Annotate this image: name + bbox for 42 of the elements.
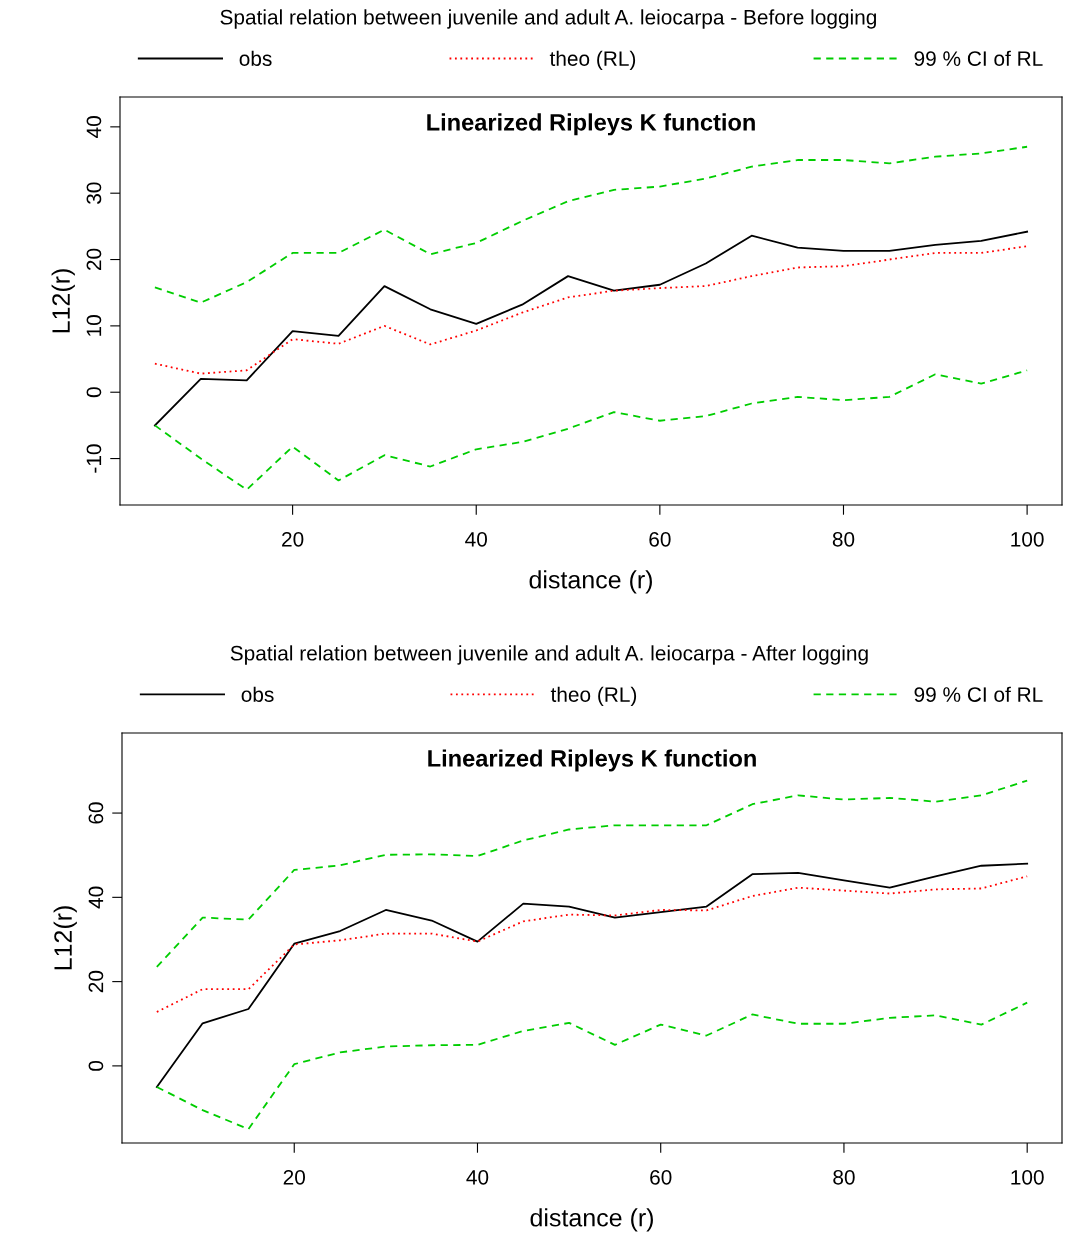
x-tick-label: 80 <box>832 531 855 547</box>
x-tick-label: 100 <box>1011 1169 1044 1185</box>
line-series <box>155 862 1029 1088</box>
y-tick-label: 20 <box>86 248 102 271</box>
x-axis-title: distance (r) <box>529 570 652 594</box>
y-tick-label: 40 <box>86 116 102 138</box>
x-tick-label: 60 <box>650 1169 672 1185</box>
line-series <box>153 230 1029 427</box>
chart-title: Spatial relation between juvenile and adult A. leiocarpa - After logging <box>230 645 868 665</box>
x-tick-label: 60 <box>649 531 671 547</box>
x-tick-label: 20 <box>282 531 304 547</box>
y-tick-label: 30 <box>86 182 102 204</box>
chart-title: Spatial relation between juvenile and adult A. leiocarpa - Before logging <box>220 9 877 29</box>
y-tick-label: 10 <box>86 315 102 336</box>
x-tick-label: 80 <box>833 1169 855 1185</box>
line-series <box>155 1001 1029 1130</box>
y-tick-label: 60 <box>88 802 104 824</box>
y-tick-label: 0 <box>88 1060 104 1071</box>
legend-label: theo (RL) <box>549 50 636 71</box>
x-axis-title: distance (r) <box>530 1208 653 1232</box>
line-series <box>153 369 1029 491</box>
line-series <box>155 779 1029 968</box>
y-tick-label: 20 <box>88 970 104 993</box>
x-tick-label: 40 <box>465 531 488 547</box>
legend-label: 99 % CI of RL <box>914 50 1043 66</box>
x-tick-label: 40 <box>466 1169 489 1185</box>
y-tick-label: 0 <box>86 387 102 398</box>
line-series <box>153 145 1029 304</box>
y-axis-title: L12(r) <box>51 269 75 333</box>
y-tick-label: 40 <box>88 886 104 909</box>
text: Linearized Ripleys K function <box>427 113 755 136</box>
legend-label: 99 % CI of RL <box>914 686 1043 702</box>
line-series <box>153 245 1029 375</box>
x-tick-label: 100 <box>1011 531 1044 547</box>
x-tick-label: 20 <box>283 1169 306 1185</box>
legend-label: theo (RL) <box>550 686 637 707</box>
y-axis-title: L12(r) <box>53 906 77 970</box>
text: Linearized Ripleys K function <box>428 749 756 772</box>
legend-label: obs <box>239 50 272 66</box>
y-tick-label: -10 <box>86 444 102 473</box>
line-series <box>155 875 1029 1013</box>
legend-label: obs <box>241 686 274 702</box>
